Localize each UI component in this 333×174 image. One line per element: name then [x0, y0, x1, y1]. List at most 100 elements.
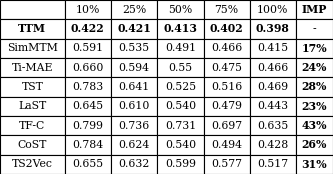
Text: 10%: 10% [76, 5, 100, 15]
Bar [0, 116, 65, 135]
Bar [111, 77, 157, 97]
Text: 0.475: 0.475 [211, 63, 242, 73]
Text: 0.799: 0.799 [72, 121, 103, 131]
Text: TS2Vec: TS2Vec [12, 159, 53, 169]
Text: 0.516: 0.516 [211, 82, 242, 92]
Bar [0, 155, 65, 174]
Bar [296, 135, 333, 155]
Bar [65, 97, 111, 116]
Text: 0.535: 0.535 [119, 43, 150, 53]
Text: 0.645: 0.645 [72, 101, 104, 111]
Text: 23%: 23% [302, 101, 327, 112]
Text: 0.479: 0.479 [211, 101, 242, 111]
Bar [250, 97, 296, 116]
Text: 0.731: 0.731 [165, 121, 196, 131]
Bar [157, 135, 203, 155]
Text: -: - [313, 24, 316, 34]
Text: 0.624: 0.624 [119, 140, 150, 150]
Text: 0.491: 0.491 [165, 43, 196, 53]
Bar [157, 155, 203, 174]
Bar [65, 135, 111, 155]
Bar [203, 116, 250, 135]
Text: 0.599: 0.599 [165, 159, 196, 169]
Text: 0.610: 0.610 [119, 101, 150, 111]
Text: 25%: 25% [122, 5, 146, 15]
Bar [250, 77, 296, 97]
Text: 0.655: 0.655 [72, 159, 104, 169]
Bar [111, 135, 157, 155]
Text: 0.540: 0.540 [165, 101, 196, 111]
Bar [296, 77, 333, 97]
Text: 26%: 26% [302, 140, 327, 151]
Bar [296, 116, 333, 135]
Text: 0.494: 0.494 [211, 140, 242, 150]
Text: 0.660: 0.660 [72, 63, 104, 73]
Bar [250, 39, 296, 58]
Text: 0.525: 0.525 [165, 82, 196, 92]
Bar [203, 135, 250, 155]
Text: 24%: 24% [302, 62, 327, 73]
Text: 75%: 75% [214, 5, 239, 15]
Bar [65, 58, 111, 77]
Bar [65, 0, 111, 19]
Bar [111, 39, 157, 58]
Bar [0, 97, 65, 116]
Bar [250, 135, 296, 155]
Text: 0.428: 0.428 [257, 140, 288, 150]
Bar [296, 155, 333, 174]
Text: 0.635: 0.635 [257, 121, 288, 131]
Text: 0.422: 0.422 [71, 23, 105, 34]
Text: 0.466: 0.466 [257, 63, 288, 73]
Bar [0, 135, 65, 155]
Text: TF-C: TF-C [19, 121, 46, 131]
Bar [65, 77, 111, 97]
Bar [203, 39, 250, 58]
Bar [250, 19, 296, 39]
Bar [0, 39, 65, 58]
Bar [111, 97, 157, 116]
Bar [111, 0, 157, 19]
Bar [203, 155, 250, 174]
Bar [111, 19, 157, 39]
Text: TST: TST [21, 82, 43, 92]
Text: 0.591: 0.591 [72, 43, 104, 53]
Text: 0.540: 0.540 [165, 140, 196, 150]
Text: 0.697: 0.697 [211, 121, 242, 131]
Bar [111, 58, 157, 77]
Text: 0.443: 0.443 [257, 101, 288, 111]
Text: 0.736: 0.736 [119, 121, 150, 131]
Text: 100%: 100% [257, 5, 289, 15]
Bar [0, 77, 65, 97]
Text: 0.469: 0.469 [257, 82, 288, 92]
Bar [157, 97, 203, 116]
Text: 0.402: 0.402 [210, 23, 243, 34]
Bar [65, 39, 111, 58]
Text: 0.641: 0.641 [119, 82, 150, 92]
Bar [296, 39, 333, 58]
Bar [0, 19, 65, 39]
Bar [65, 19, 111, 39]
Bar [250, 0, 296, 19]
Text: 0.421: 0.421 [117, 23, 151, 34]
Text: 0.398: 0.398 [256, 23, 290, 34]
Bar [203, 97, 250, 116]
Bar [157, 116, 203, 135]
Bar [203, 19, 250, 39]
Text: 28%: 28% [302, 81, 327, 93]
Bar [296, 19, 333, 39]
Bar [111, 116, 157, 135]
Text: 43%: 43% [302, 120, 327, 131]
Bar [0, 0, 65, 19]
Text: 50%: 50% [168, 5, 192, 15]
Bar [250, 116, 296, 135]
Text: TTM: TTM [18, 23, 46, 34]
Text: 0.466: 0.466 [211, 43, 242, 53]
Text: 0.783: 0.783 [72, 82, 104, 92]
Text: 0.594: 0.594 [119, 63, 150, 73]
Bar [203, 58, 250, 77]
Bar [250, 155, 296, 174]
Text: 0.517: 0.517 [257, 159, 288, 169]
Bar [203, 77, 250, 97]
Text: 31%: 31% [302, 159, 327, 170]
Bar [0, 58, 65, 77]
